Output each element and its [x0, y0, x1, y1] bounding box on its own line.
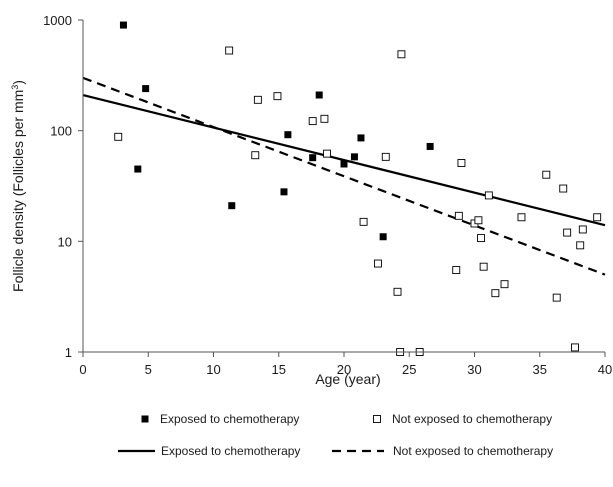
legend-label: Exposed to chemotherapy	[161, 444, 300, 458]
x-tick-label: 5	[145, 362, 152, 377]
point-not-exposed	[394, 288, 401, 295]
point-not-exposed	[501, 281, 508, 288]
y-axis-title-text: Follicle density (Follicles per mm	[10, 90, 26, 292]
point-not-exposed	[252, 152, 259, 159]
point-not-exposed	[553, 294, 560, 301]
point-not-exposed	[455, 212, 462, 219]
point-not-exposed	[478, 235, 485, 242]
legend-label: Exposed to chemotherapy	[160, 412, 299, 426]
point-exposed	[351, 153, 358, 160]
x-tick-label: 30	[467, 362, 481, 377]
point-not-exposed	[594, 214, 601, 221]
y-tick-label: 1000	[43, 13, 72, 28]
y-tick-label: 10	[58, 234, 72, 249]
x-tick-label: 25	[402, 362, 416, 377]
point-not-exposed	[324, 150, 331, 157]
point-not-exposed	[321, 115, 328, 122]
point-not-exposed	[560, 185, 567, 192]
point-not-exposed	[374, 260, 381, 267]
point-exposed	[280, 188, 287, 195]
point-exposed	[134, 166, 141, 173]
point-not-exposed	[398, 51, 405, 58]
point-not-exposed	[254, 96, 261, 103]
point-not-exposed	[226, 47, 233, 54]
point-not-exposed	[571, 344, 578, 351]
y-axis-title-close: )	[10, 80, 26, 85]
point-exposed	[316, 92, 323, 99]
legend: Exposed to chemotherapy Not exposed to ch…	[118, 412, 553, 458]
point-exposed	[427, 143, 434, 150]
x-tick-label: 40	[598, 362, 612, 377]
x-tick-label: 15	[272, 362, 286, 377]
point-not-exposed	[360, 218, 367, 225]
point-exposed	[142, 85, 149, 92]
point-exposed	[309, 154, 316, 161]
point-exposed	[120, 22, 127, 29]
point-not-exposed	[274, 93, 281, 100]
y-tick-label: 1	[65, 345, 72, 360]
trend-line-not-exposed	[83, 78, 605, 275]
trend-line-exposed	[83, 95, 605, 225]
x-tick-label: 10	[206, 362, 220, 377]
point-exposed	[357, 134, 364, 141]
point-not-exposed	[475, 217, 482, 224]
point-not-exposed	[518, 214, 525, 221]
point-exposed	[380, 233, 387, 240]
point-not-exposed	[492, 290, 499, 297]
point-not-exposed	[453, 267, 460, 274]
point-not-exposed	[579, 226, 586, 233]
point-not-exposed	[577, 242, 584, 249]
point-not-exposed	[543, 171, 550, 178]
point-not-exposed	[480, 263, 487, 270]
point-not-exposed	[382, 153, 389, 160]
point-not-exposed	[564, 229, 571, 236]
x-axis-title: Age (year)	[315, 371, 380, 387]
point-not-exposed	[309, 118, 316, 125]
y-axis-title: Follicle density (Follicles per mm3)	[10, 80, 26, 292]
y-tick-label: 100	[50, 124, 72, 139]
point-not-exposed	[458, 160, 465, 167]
point-exposed	[341, 160, 348, 167]
plot-area	[83, 22, 605, 356]
point-not-exposed	[115, 133, 122, 140]
x-tick-label: 35	[533, 362, 547, 377]
x-tick-label: 0	[79, 362, 86, 377]
point-not-exposed	[485, 192, 492, 199]
legend-label: Not exposed to chemotherapy	[392, 412, 552, 426]
point-exposed	[228, 202, 235, 209]
point-exposed	[284, 131, 291, 138]
legend-marker	[142, 416, 149, 423]
legend-label: Not exposed to chemotherapy	[393, 444, 553, 458]
legend-marker	[374, 416, 381, 423]
